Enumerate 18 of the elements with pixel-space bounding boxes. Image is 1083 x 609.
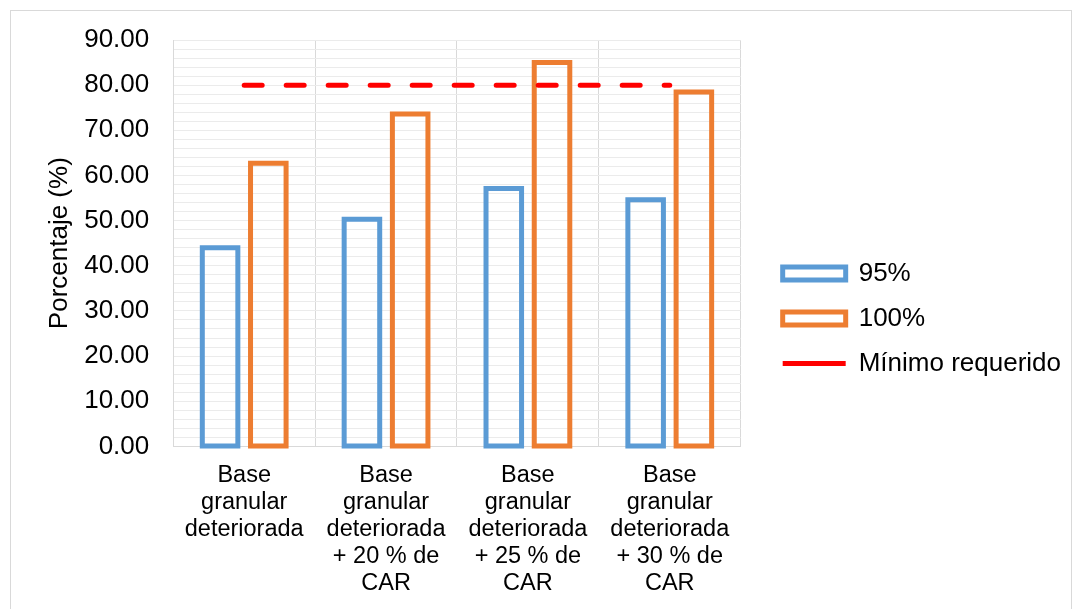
y-tick-label: 40.00 <box>84 248 150 279</box>
y-tick-label: 90.00 <box>84 23 150 54</box>
x-tick-label: Base granular deteriorada + 25 % de CAR <box>468 460 589 595</box>
legend-label: Mínimo requerido <box>858 346 1061 377</box>
legend-label: 95% <box>858 256 911 287</box>
y-tick-label: 10.00 <box>84 384 150 415</box>
x-tick-label: Base granular deteriorada + 20 % de CAR <box>326 460 447 595</box>
y-tick-label: 80.00 <box>84 68 150 99</box>
x-tick-label: Base granular deteriorada + 30 % de CAR <box>610 460 731 595</box>
x-tick-label: Base granular deteriorada <box>184 460 305 541</box>
y-tick-label: 50.00 <box>84 203 150 234</box>
y-axis-title: Porcentaje (%) <box>42 157 73 330</box>
y-tick-label: 60.00 <box>84 158 150 189</box>
y-tick-label: 70.00 <box>84 113 150 144</box>
legend-label: 100% <box>858 301 926 332</box>
y-tick-label: 30.00 <box>84 294 150 325</box>
y-tick-label: 0.00 <box>98 429 150 460</box>
y-tick-label: 20.00 <box>84 339 150 370</box>
